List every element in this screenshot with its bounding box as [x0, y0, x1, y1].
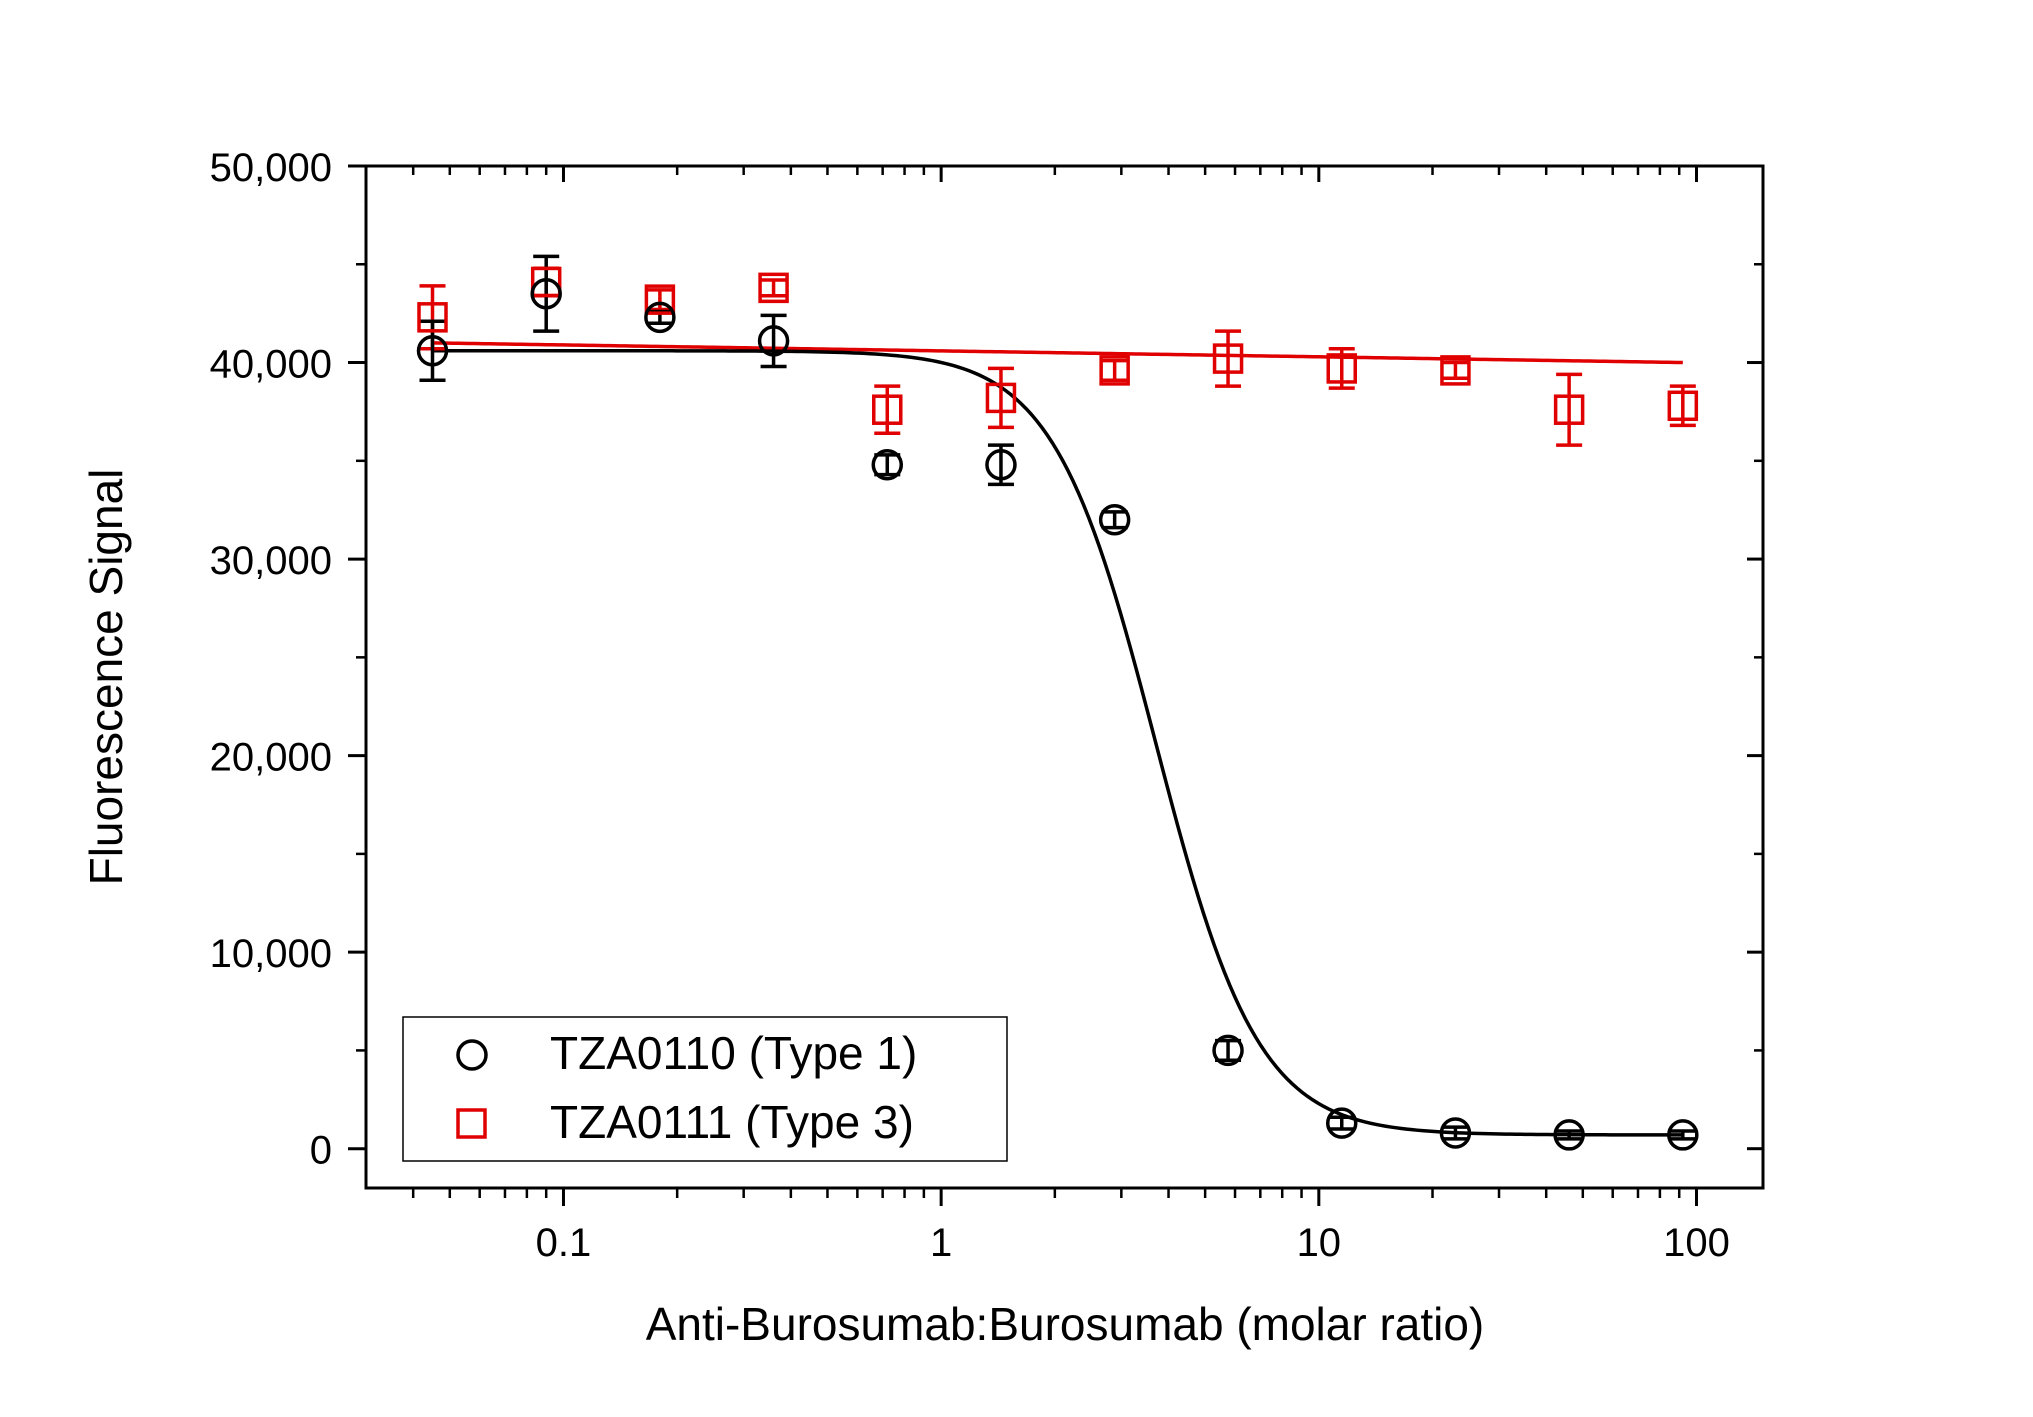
y-axis-label: Fluorescence Signal — [80, 469, 132, 886]
legend-marker-square — [456, 1108, 487, 1139]
data-point-series-1 — [1667, 1119, 1699, 1151]
legend: TZA0110 (Type 1) TZA0111 (Type 3) — [402, 1016, 1008, 1162]
data-point-series-2 — [985, 382, 1017, 414]
fit-curves — [432, 341, 1683, 1137]
y-tick-label: 10,000 — [210, 932, 332, 976]
data-point-series-1 — [1098, 504, 1131, 536]
data-point-series-2 — [1667, 390, 1699, 422]
plot-frame — [364, 164, 1765, 1190]
data-point-series-2 — [872, 394, 903, 425]
y-tick-label: 30,000 — [210, 539, 332, 583]
fit-curve-series-2 — [432, 341, 1683, 365]
data-point-series-1 — [1439, 1117, 1472, 1149]
x-tick-label: 0.1 — [536, 1221, 592, 1265]
data-point-series-2 — [1099, 355, 1130, 386]
data-point-series-2 — [530, 266, 562, 298]
data-point-series-2 — [1553, 394, 1585, 425]
x-tick-label: 1 — [930, 1221, 952, 1265]
y-tick-label: 50,000 — [210, 146, 332, 190]
data-point-series-2 — [758, 272, 789, 304]
y-tick-label: 0 — [310, 1129, 332, 1173]
data-point-series-1 — [644, 301, 676, 334]
legend-marker-circle — [456, 1039, 488, 1071]
data-point-series-1 — [1553, 1119, 1585, 1151]
y-tick-label: 40,000 — [210, 343, 332, 387]
legend-box — [402, 1016, 1008, 1162]
y-tick-label: 20,000 — [210, 736, 332, 780]
data-point-series-1 — [757, 325, 790, 357]
legend-label-series-1: TZA0110 (Type 1) — [550, 1027, 917, 1079]
data-point-series-2 — [417, 302, 448, 333]
data-point-series-2 — [644, 284, 676, 315]
data-point-series-2 — [1440, 355, 1471, 386]
data-point-series-1 — [416, 334, 449, 367]
x-tick-label: 100 — [1663, 1221, 1730, 1265]
data-point-series-1 — [530, 278, 562, 310]
data-points — [416, 266, 1699, 1151]
data-point-series-1 — [985, 448, 1017, 481]
data-point-series-2 — [1326, 353, 1357, 384]
data-point-series-1 — [1212, 1034, 1244, 1067]
data-point-series-2 — [1212, 343, 1244, 374]
x-axis-label: Anti-Burosumab:Burosumab (molar ratio) — [646, 1298, 1485, 1350]
fit-curve-series-1 — [432, 349, 1683, 1137]
data-point-series-1 — [1325, 1107, 1358, 1139]
x-tick-label: 10 — [1297, 1221, 1342, 1265]
legend-label-series-2: TZA0111 (Type 3) — [550, 1096, 914, 1148]
axis-ticks — [348, 164, 1763, 1206]
data-point-series-1 — [871, 448, 904, 481]
tick-labels: 0 10,000 20,000 30,000 40,000 50,000 0.1 1 10 100 — [210, 146, 1730, 1265]
